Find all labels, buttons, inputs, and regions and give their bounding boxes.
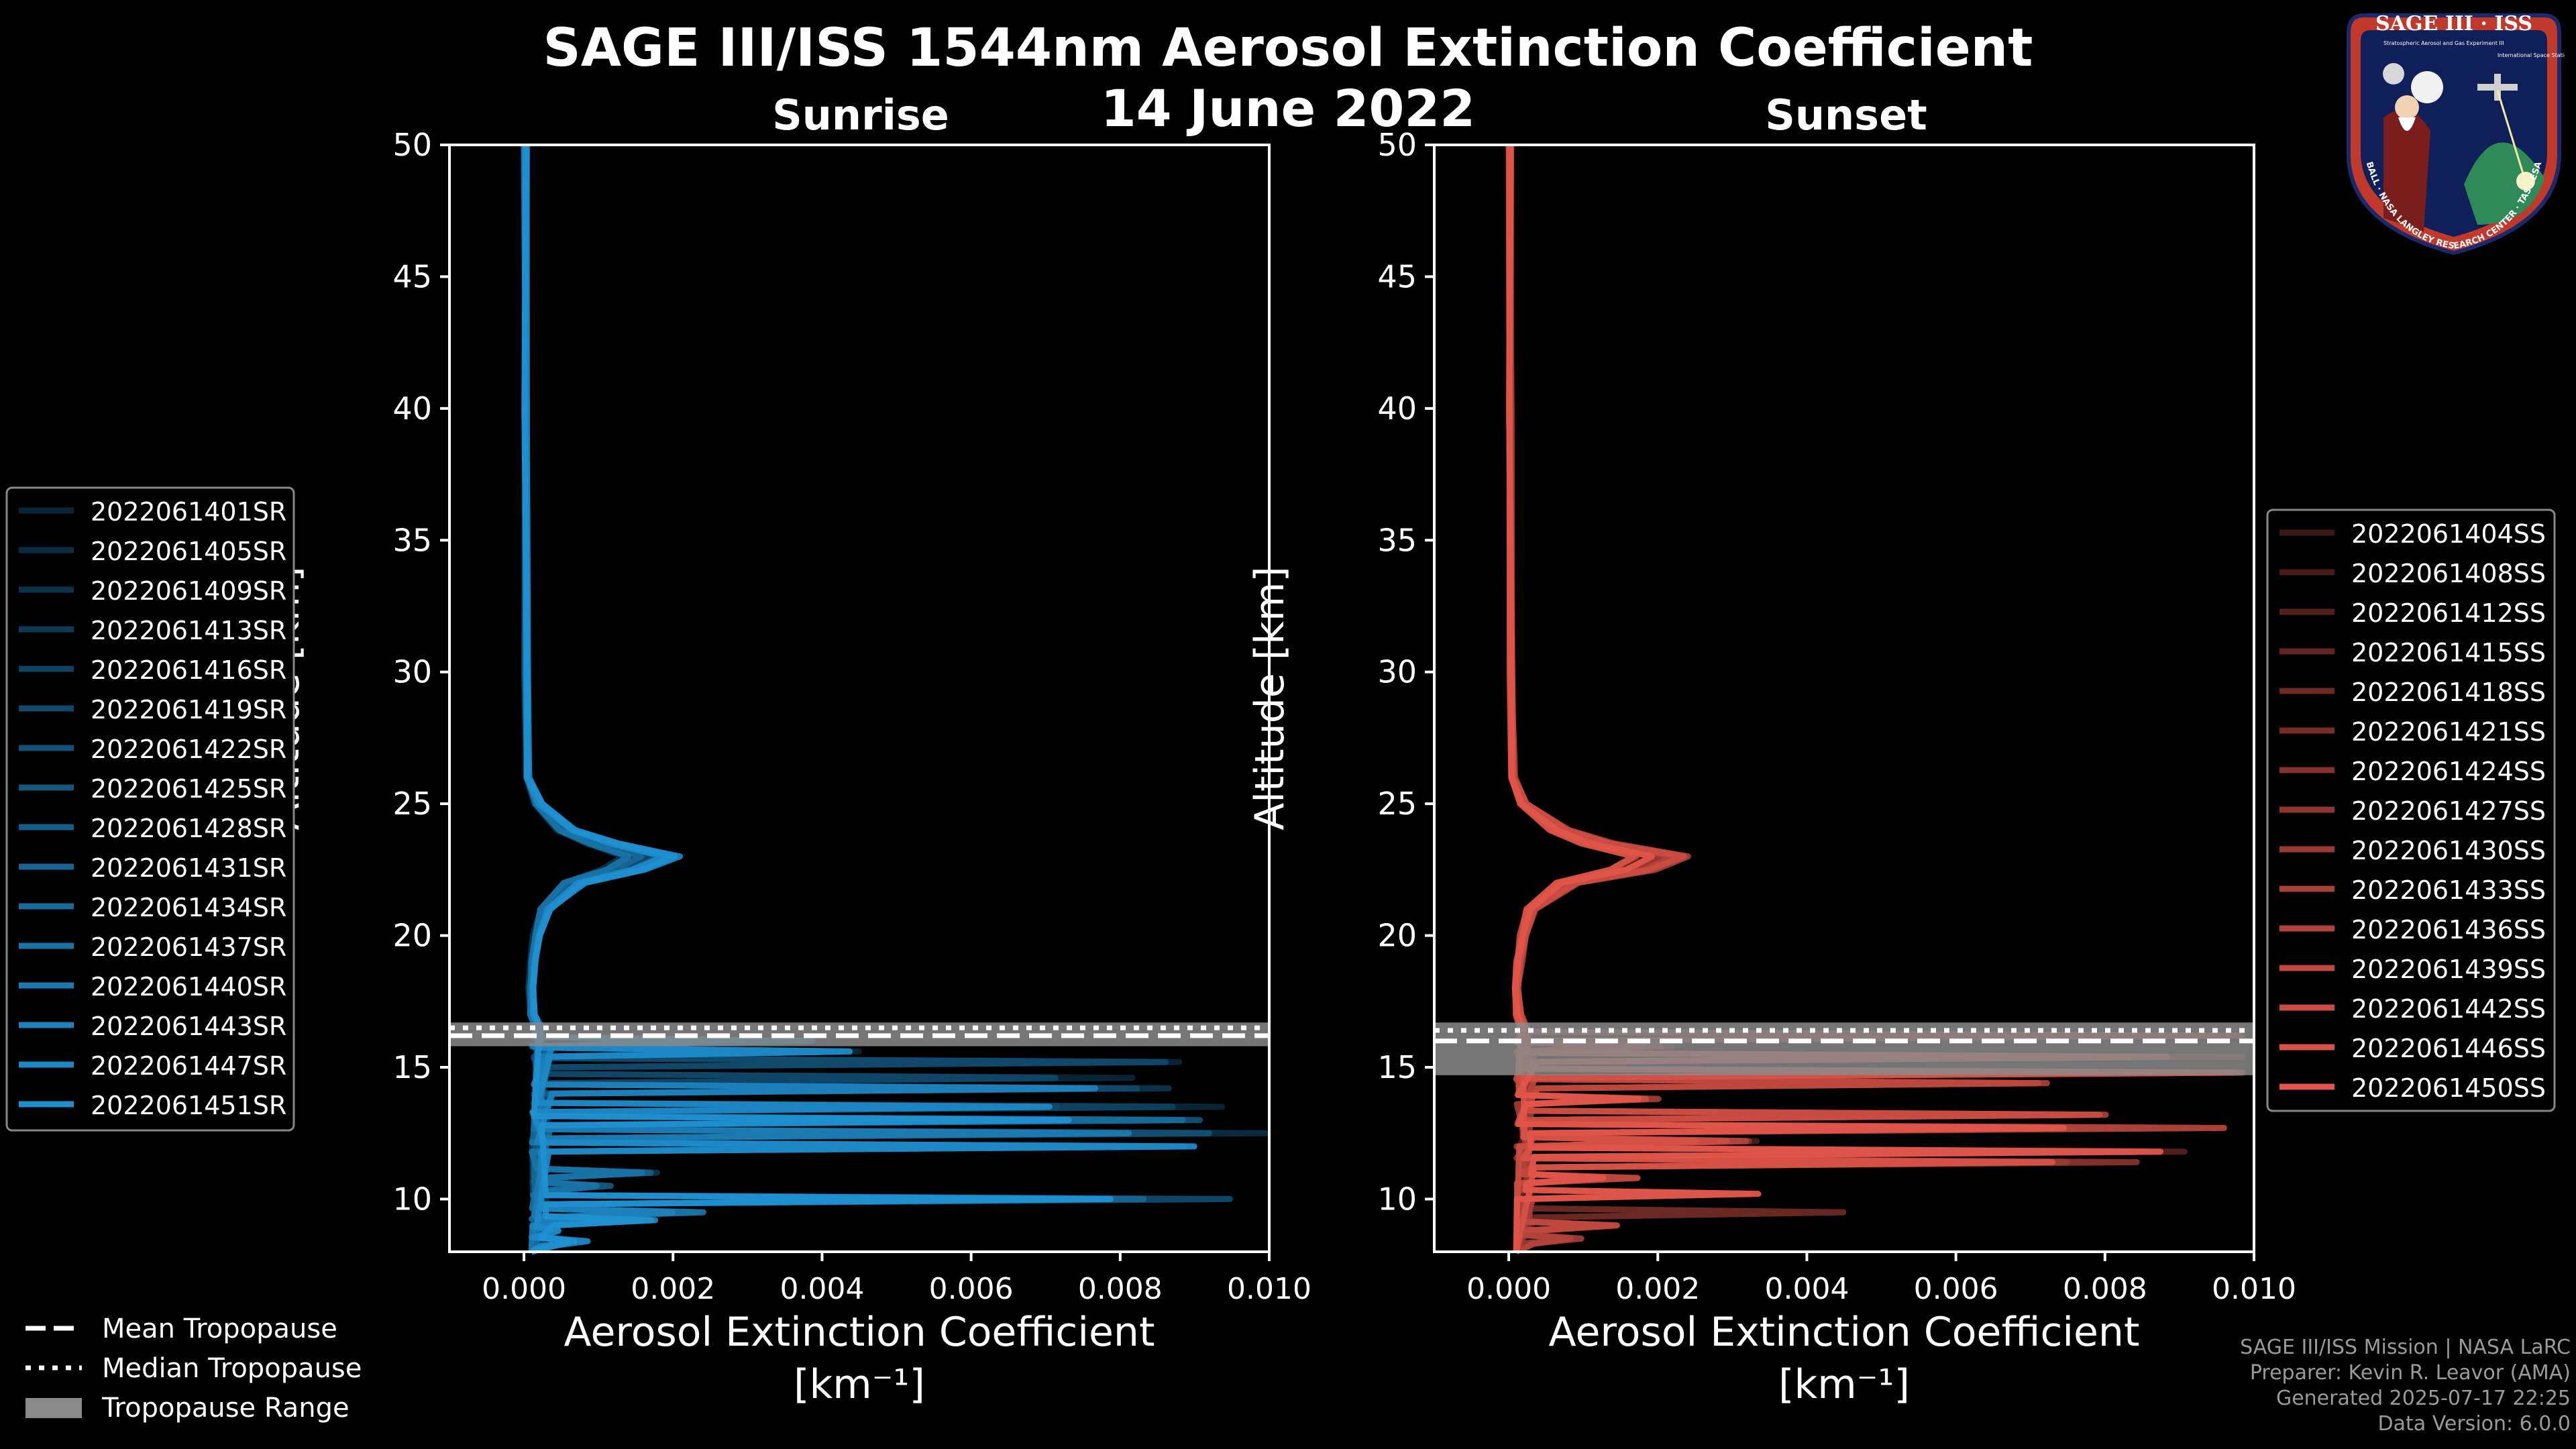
legend-entry: 2022061421SS <box>2351 717 2546 747</box>
legend-entry: 2022061451SR <box>91 1091 286 1120</box>
legend-entry: 2022061419SR <box>91 695 286 724</box>
legend-entry: 2022061437SR <box>91 932 286 962</box>
x-tick-label: 0.010 <box>1227 1272 1311 1306</box>
legend-entry: 2022061446SS <box>2351 1034 2546 1063</box>
credit-version: Data Version: 6.0.0 <box>2377 1412 2571 1436</box>
legend-entry: 2022061440SR <box>91 972 286 1002</box>
legend-entry: 2022061424SS <box>2351 757 2546 786</box>
x-axis-label: Aerosol Extinction Coefficient <box>1549 1309 2140 1356</box>
legend-entry: 2022061422SR <box>91 735 286 764</box>
y-tick-label: 30 <box>1377 654 1417 690</box>
legend-range-swatch <box>25 1398 82 1418</box>
legend-entry: 2022061434SR <box>91 893 286 922</box>
sunrise-series <box>521 144 1270 1255</box>
y-tick-label: 35 <box>1377 522 1417 558</box>
x-tick-label: 0.000 <box>1466 1272 1551 1306</box>
logo-top-text: SAGE III · ISS <box>2375 12 2532 36</box>
legend-entry: 2022061409SR <box>91 576 286 606</box>
x-tick-label: 0.004 <box>780 1272 864 1306</box>
axes-frame <box>448 144 1271 1253</box>
legend-entry: 2022061412SS <box>2351 598 2546 628</box>
x-tick-label: 0.002 <box>631 1272 715 1306</box>
legend-entry: 2022061447SR <box>91 1051 286 1081</box>
y-axis-label: Altitude [km] <box>1246 566 1293 830</box>
y-tick-label: 45 <box>392 258 432 294</box>
logo-small-right: International Space Station <box>2498 52 2565 58</box>
x-axis-units: [km⁻¹] <box>1778 1361 1910 1408</box>
x-tick-label: 0.000 <box>482 1272 566 1306</box>
legend-entry: 2022061416SR <box>91 655 286 685</box>
sunset-panel: 10 15 20 25 30 35 40 45 50 0.000 0.002 0.004 0.006 0.… <box>1246 127 2296 1408</box>
sunrise-panel: 10 15 20 25 30 35 40 45 50 0.000 0.002 0.004 0.006 0.… <box>262 127 1311 1408</box>
chart-date: 14 June 2022 <box>1100 78 1476 138</box>
credit-generated: Generated 2025-07-17 22:25 <box>2275 1387 2571 1410</box>
sage-iii-logo: SAGE III · ISS Stratospheric Aerosol and… <box>2347 12 2565 256</box>
axes-frame <box>1433 144 2255 1253</box>
legend-entry: Median Tropopause <box>102 1353 362 1384</box>
legend-entry: 2022061436SS <box>2351 915 2546 945</box>
y-tick-label: 20 <box>392 918 432 954</box>
y-tick-label: 40 <box>392 390 432 427</box>
x-tick-label: 0.006 <box>1914 1272 1998 1306</box>
legend-entry: 2022061404SS <box>2351 519 2546 549</box>
credit-mission: SAGE III/ISS Mission | NASA LaRC <box>2240 1336 2571 1359</box>
legend-entry: 2022061413SR <box>91 616 286 645</box>
tropopause-legend: Mean Tropopause Median Tropopause Tropopau… <box>25 1313 362 1424</box>
series-line-2022061439SS <box>1506 144 2078 1252</box>
legend-entry: 2022061401SR <box>91 497 286 527</box>
x-tick-label: 0.002 <box>1615 1272 1700 1306</box>
credit-preparer: Preparer: Kevin R. Leavor (AMA) <box>2249 1361 2571 1385</box>
y-tick-label: 30 <box>392 654 432 690</box>
x-tick-label: 0.008 <box>2063 1272 2147 1306</box>
sunset-series <box>1505 144 2246 1255</box>
x-tick-label: 0.004 <box>1764 1272 1849 1306</box>
legend-entry: 2022061408SS <box>2351 559 2546 588</box>
series-line-2022061443SR <box>523 144 1099 1255</box>
y-tick-label: 50 <box>1377 127 1417 163</box>
legend-entry: 2022061443SR <box>91 1012 286 1041</box>
credits-block: SAGE III/ISS Mission | NASA LaRC Prepare… <box>2240 1335 2571 1437</box>
legend-entry: 2022061405SR <box>91 537 286 566</box>
sunset-legend: 2022061404SS 2022061408SS 2022061412SS 2022… <box>2266 508 2556 1112</box>
y-tick-label: 15 <box>392 1049 432 1085</box>
chart-title: SAGE III/ISS 1544nm Aerosol Extinction C… <box>543 18 2033 78</box>
sunrise-subtitle: Sunrise <box>772 91 949 140</box>
legend-frame <box>5 486 295 1132</box>
legends: 2022061401SR 2022061405SR 2022061409SR 2022… <box>5 486 2556 1424</box>
sunset-subtitle: Sunset <box>1765 91 1927 140</box>
legend-entry: 2022061428SR <box>91 814 286 843</box>
x-tick-label: 0.006 <box>929 1272 1014 1306</box>
y-tick-label: 40 <box>1377 390 1417 427</box>
y-tick-label: 10 <box>1377 1181 1417 1217</box>
y-tick-label: 15 <box>1377 1049 1417 1085</box>
legend-entry: 2022061439SS <box>2351 955 2546 984</box>
legend-entry: 2022061425SR <box>91 774 286 804</box>
legend-entry: 2022061418SS <box>2351 678 2546 707</box>
logo-small-left: Stratospheric Aerosol and Gas Experiment… <box>2383 40 2504 46</box>
legend-entry: 2022061415SS <box>2351 638 2546 667</box>
y-tick-label: 35 <box>392 522 432 558</box>
series-line-2022061451SR <box>521 144 1114 1255</box>
y-tick-label: 25 <box>1377 786 1417 822</box>
sunrise-legend: 2022061401SR 2022061405SR 2022061409SR 2022… <box>5 486 295 1132</box>
legend-entry: Tropopause Range <box>101 1393 350 1424</box>
legend-entry: 2022061433SS <box>2351 875 2546 905</box>
y-tick-label: 25 <box>392 786 432 822</box>
legend-entry: 2022061430SS <box>2351 836 2546 865</box>
y-tick-label: 10 <box>392 1181 432 1217</box>
x-axis-label: Aerosol Extinction Coefficient <box>564 1309 1155 1356</box>
x-axis-units: [km⁻¹] <box>794 1361 925 1408</box>
x-tick-label: 0.008 <box>1078 1272 1163 1306</box>
x-tick-label: 0.010 <box>2212 1272 2296 1306</box>
y-tick-label: 20 <box>1377 918 1417 954</box>
legend-entry: 2022061431SR <box>91 853 286 883</box>
legend-entry: 2022061442SS <box>2351 994 2546 1024</box>
legend-entry: 2022061427SS <box>2351 796 2546 826</box>
legend-entry: 2022061450SS <box>2351 1073 2546 1103</box>
y-tick-label: 45 <box>1377 258 1417 294</box>
legend-frame <box>2266 508 2556 1112</box>
legend-entry: Mean Tropopause <box>102 1313 337 1344</box>
y-tick-label: 50 <box>392 127 432 163</box>
